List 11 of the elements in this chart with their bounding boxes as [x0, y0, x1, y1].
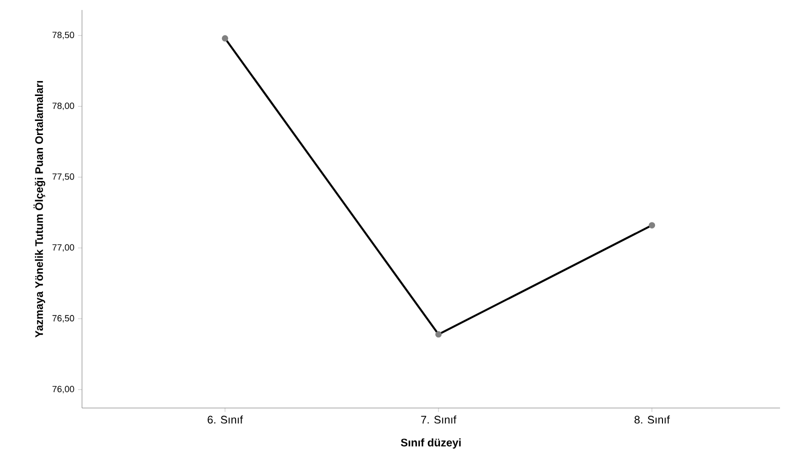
y-tick-label: 76,00 [52, 386, 74, 394]
x-tick-label: 8. Sınıf [634, 416, 670, 424]
x-axis-title: Sınıf düzeyi [400, 438, 461, 449]
y-tick-label: 78,50 [52, 32, 74, 40]
x-tick-label: 7. Sınıf [421, 416, 456, 424]
y-axis-title: Yazmaya Yönelik Tutum Ölçeği Puan Ortalamaları [34, 81, 46, 338]
y-tick-label: 78,00 [52, 102, 74, 110]
y-tick-label: 77,00 [52, 244, 74, 252]
y-tick-label: 77,50 [52, 173, 74, 181]
x-tick-label: 6. Sınıf [208, 416, 243, 424]
y-tick-label: 76,50 [52, 315, 74, 322]
